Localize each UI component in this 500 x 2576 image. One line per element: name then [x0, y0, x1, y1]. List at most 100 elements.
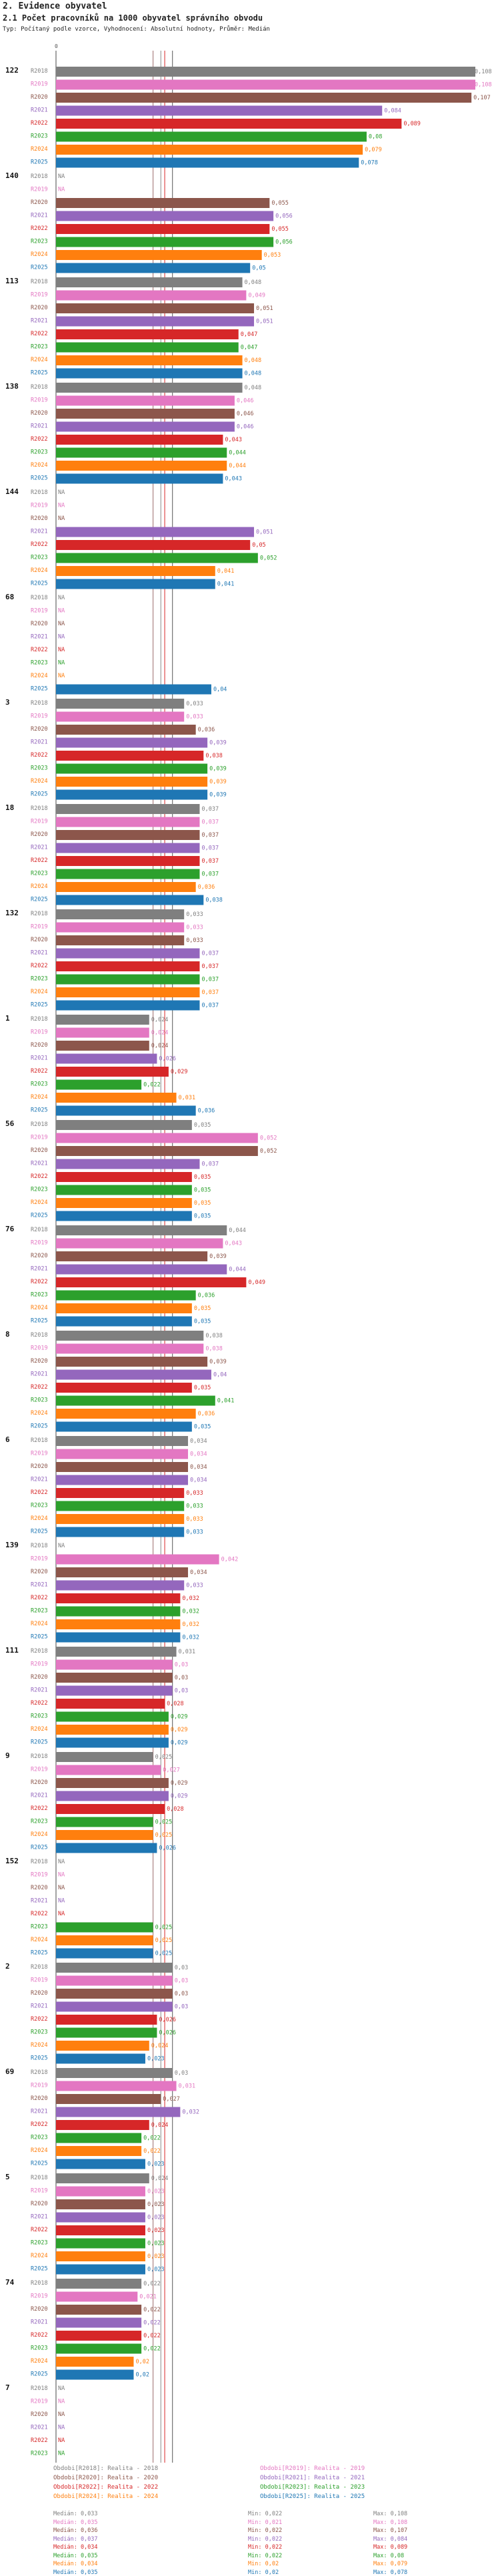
- value-label: 0,034: [190, 1438, 207, 1445]
- value-label: 0,033: [186, 701, 203, 707]
- series-label: R2018: [31, 1016, 48, 1023]
- value-label: 0,022: [143, 2148, 161, 2155]
- series-label: R2023: [31, 871, 48, 877]
- bar: [56, 93, 472, 103]
- series-label: R2023: [31, 976, 48, 983]
- value-label: 0,023: [147, 2227, 165, 2234]
- bar: [56, 79, 475, 90]
- bar: [56, 316, 255, 327]
- missing-label: NA: [58, 503, 65, 509]
- series-label: R2018: [31, 1648, 48, 1655]
- value-label: 0,031: [179, 1095, 196, 1101]
- value-label: 0,028: [167, 1701, 184, 1707]
- group-label: 144: [5, 487, 19, 496]
- bar: [56, 2305, 142, 2315]
- bar: [56, 1383, 192, 1393]
- series-label: R2024: [31, 1515, 48, 1522]
- value-label: 0,034: [190, 1477, 207, 1484]
- bar: [56, 882, 196, 892]
- series-label: R2022: [31, 2437, 48, 2444]
- stat-max: Max: 0,08: [373, 2552, 405, 2559]
- value-label: 0,023: [147, 2161, 165, 2168]
- stat-median: Medián: 0,037: [53, 2535, 98, 2543]
- series-label: R2021: [31, 107, 48, 114]
- series-label: R2022: [31, 1068, 48, 1075]
- bar: [56, 1752, 153, 1762]
- value-label: 0,047: [241, 345, 258, 351]
- value-label: 0,107: [473, 95, 491, 101]
- bar: [56, 1922, 153, 1933]
- series-label: R2022: [31, 1173, 48, 1180]
- group-label: 68: [5, 593, 14, 601]
- series-label: R2023: [31, 1292, 48, 1299]
- bar: [56, 383, 243, 393]
- stat-min: Min: 0,022: [248, 2544, 283, 2551]
- series-label: R2025: [31, 686, 48, 693]
- bar: [56, 2279, 142, 2289]
- bar: [56, 777, 208, 787]
- value-label: 0,036: [198, 1108, 215, 1115]
- group-label: 56: [5, 1119, 15, 1128]
- value-label: 0,022: [143, 1082, 161, 1089]
- series-label: R2023: [31, 660, 48, 667]
- bar: [56, 237, 274, 247]
- bar-chart: 0 122 R2018 0,108 R2019 0,108 R2020 0,107 R2021 0…: [5, 43, 492, 2463]
- bar: [56, 2027, 157, 2038]
- stat-max: Max: 0,084: [373, 2535, 408, 2543]
- value-label: 0,048: [245, 371, 262, 377]
- series-label: R2024: [31, 1305, 48, 1311]
- series-label: R2021: [31, 1055, 48, 1062]
- series-label: R2019: [31, 608, 48, 615]
- series-label: R2020: [31, 1463, 48, 1470]
- series-label: R2025: [31, 897, 48, 903]
- value-label: 0,037: [201, 989, 219, 996]
- bar: [56, 2068, 173, 2078]
- group-label: 3: [5, 698, 10, 707]
- series-label: R2021: [31, 529, 48, 535]
- series-label: R2019: [31, 503, 48, 509]
- bar: [56, 1462, 189, 1472]
- series-label: R2025: [31, 1318, 48, 1325]
- series-label: R2018: [31, 2280, 48, 2287]
- series-label: R2022: [31, 752, 48, 759]
- series-label: R2022: [31, 1489, 48, 1496]
- bar: [56, 1699, 165, 1709]
- legend-item: Obdobi[R2019]: Realita - 2019: [260, 2465, 365, 2472]
- value-label: 0,056: [275, 213, 293, 220]
- bar: [56, 157, 359, 168]
- series-label: R2024: [31, 1726, 48, 1733]
- series-label: R2024: [31, 1410, 48, 1417]
- series-label: R2022: [31, 2121, 48, 2128]
- bar: [56, 355, 243, 365]
- value-label: 0,025: [155, 1925, 173, 1931]
- bar: [56, 1264, 227, 1275]
- value-label: 0,035: [194, 1305, 211, 1312]
- value-label: 0,033: [186, 714, 203, 721]
- series-label: R2025: [31, 2055, 48, 2062]
- series-label: R2023: [31, 2135, 48, 2141]
- value-label: 0,03: [175, 1978, 188, 1985]
- value-label: 0,035: [194, 1187, 211, 1194]
- series-label: R2025: [31, 159, 48, 166]
- bar: [56, 1488, 185, 1498]
- bar: [56, 1343, 204, 1354]
- stat-min: Min: 0,021: [248, 2519, 283, 2526]
- series-label: R2025: [31, 1107, 48, 1114]
- stat-max: Max: 0,079: [373, 2561, 408, 2567]
- bar: [56, 1000, 200, 1011]
- value-label: 0,027: [163, 1767, 180, 1774]
- missing-label: NA: [58, 1885, 65, 1891]
- bar: [56, 1975, 173, 1986]
- bar: [56, 435, 223, 445]
- value-label: 0,039: [209, 1253, 227, 1260]
- group-label: 1: [5, 1014, 10, 1023]
- value-label: 0,031: [179, 1649, 196, 1655]
- value-label: 0,022: [143, 2135, 161, 2142]
- bar: [56, 1290, 196, 1301]
- bar: [56, 1251, 208, 1261]
- series-label: R2018: [31, 1859, 48, 1865]
- value-label: 0,03: [175, 2004, 188, 2011]
- bar: [56, 2331, 142, 2341]
- value-label: 0,052: [260, 555, 277, 562]
- missing-label: NA: [58, 2425, 65, 2431]
